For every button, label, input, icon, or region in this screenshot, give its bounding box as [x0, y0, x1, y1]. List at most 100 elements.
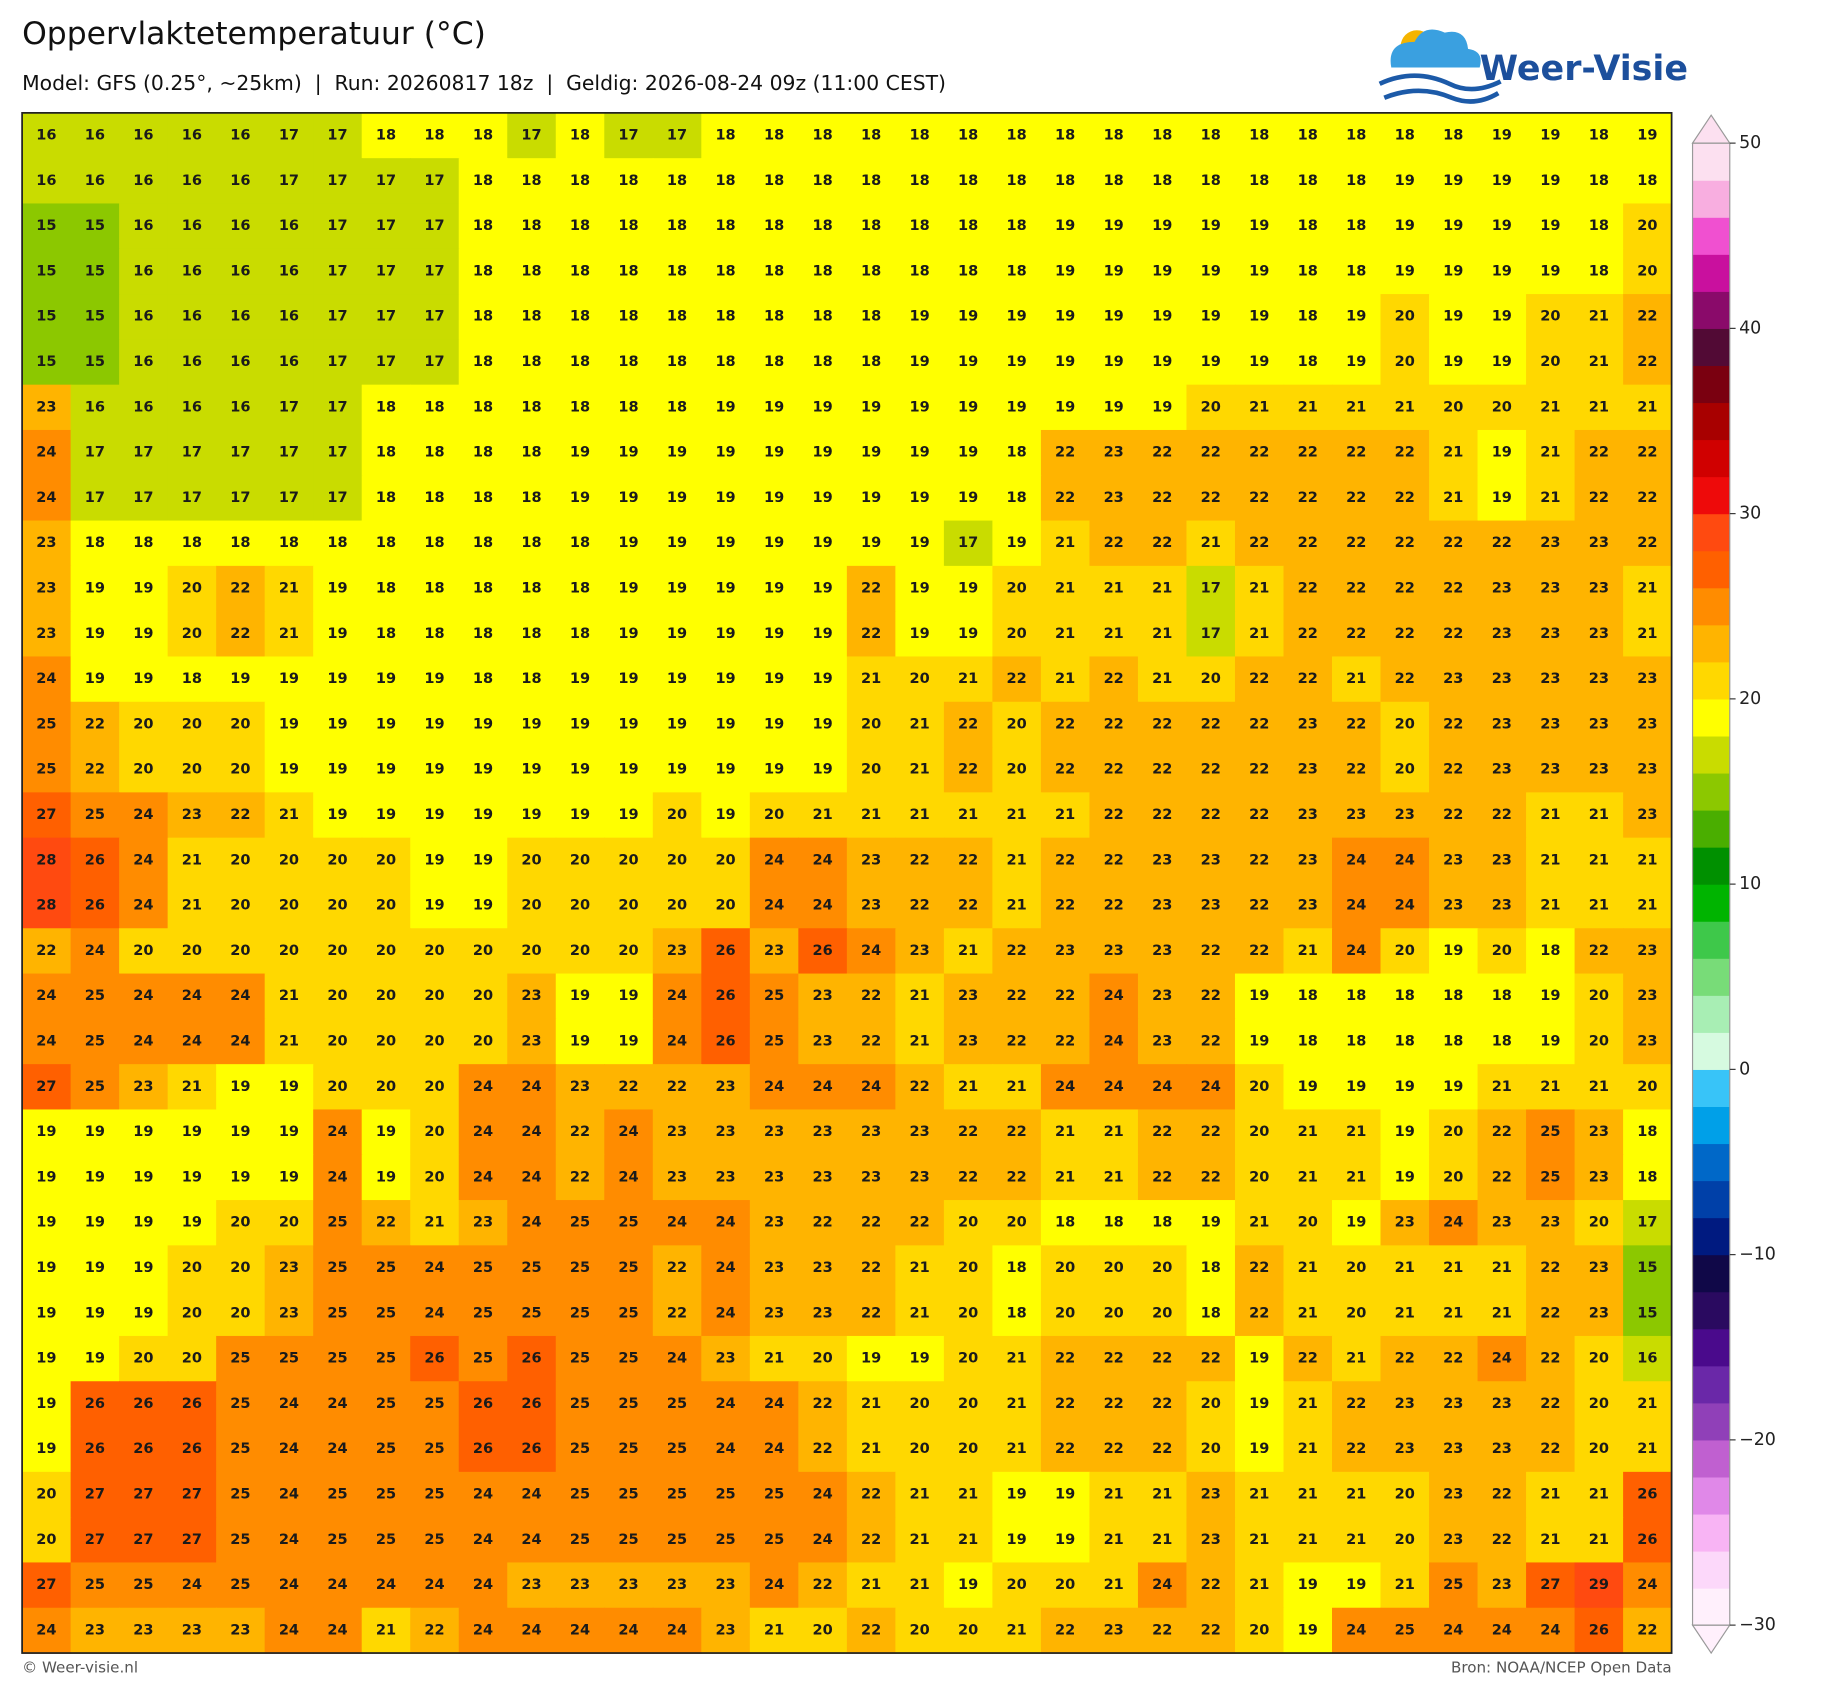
temp-cell — [458, 928, 508, 975]
temp-cell — [313, 248, 363, 295]
temp-cell — [1234, 1018, 1285, 1065]
temp-cell — [264, 656, 314, 703]
temp-label: 16 — [230, 218, 250, 234]
temp-cell — [22, 1245, 72, 1292]
temp-label: 19 — [1201, 218, 1221, 234]
temp-label: 18 — [1007, 1305, 1027, 1321]
temp-label: 18 — [1395, 988, 1415, 1004]
temp-label: 19 — [618, 490, 638, 506]
temp-label: 22 — [1055, 988, 1075, 1004]
temp-label: 19 — [1346, 354, 1366, 370]
temp-cell — [701, 1607, 751, 1654]
temp-label: 20 — [133, 943, 153, 959]
temp-label: 22 — [1443, 807, 1463, 823]
temp-label: 23 — [1443, 1396, 1463, 1412]
temp-label: 24 — [618, 1622, 638, 1638]
temp-label: 19 — [376, 671, 396, 687]
temp-cell — [943, 1381, 994, 1428]
temp-label: 19 — [1152, 218, 1172, 234]
temp-label: 21 — [1637, 1396, 1657, 1412]
temp-cell — [1574, 1562, 1624, 1609]
temp-cell — [1429, 112, 1479, 159]
temp-cell — [1040, 611, 1091, 658]
temp-cell — [1623, 1381, 1673, 1428]
temp-cell — [1089, 1607, 1139, 1654]
temp-label: 23 — [1201, 852, 1221, 868]
temp-cell — [1429, 1290, 1479, 1337]
temp-label: 20 — [715, 852, 735, 868]
temp-cell — [1477, 1154, 1527, 1201]
temp-label: 17 — [85, 445, 105, 461]
temp-label: 25 — [570, 1486, 590, 1502]
temp-label: 22 — [1201, 490, 1221, 506]
temp-label: 19 — [764, 535, 784, 551]
temp-cell — [1089, 384, 1139, 431]
temp-label: 18 — [1152, 128, 1172, 144]
temp-label: 16 — [133, 128, 153, 144]
temp-cell — [1283, 384, 1333, 431]
temp-cell — [555, 1562, 605, 1609]
temp-label: 19 — [1007, 535, 1027, 551]
temp-label: 24 — [521, 1486, 541, 1502]
temp-cell — [1526, 1154, 1576, 1201]
temp-label: 22 — [1395, 535, 1415, 551]
temp-cell — [895, 339, 945, 386]
temp-cell — [846, 611, 897, 658]
temp-label: 18 — [618, 218, 638, 234]
temp-cell — [313, 882, 363, 929]
temp-label: 23 — [36, 535, 56, 551]
temp-label: 19 — [1055, 1532, 1075, 1548]
temp-label: 19 — [1443, 309, 1463, 325]
temp-cell — [410, 792, 460, 839]
temp-label: 21 — [1540, 1486, 1560, 1502]
temp-cell — [798, 611, 848, 658]
temp-label: 23 — [1298, 762, 1318, 778]
temp-cell — [652, 384, 703, 431]
temp-label: 16 — [182, 354, 202, 370]
temp-cell — [119, 1064, 169, 1111]
temp-label: 20 — [1589, 1351, 1609, 1367]
temp-cell — [361, 565, 411, 612]
temp-label: 23 — [812, 988, 832, 1004]
temp-label: 22 — [1637, 490, 1657, 506]
temp-label: 21 — [376, 1622, 396, 1638]
temp-label: 20 — [473, 1034, 493, 1050]
temp-cell — [1089, 701, 1139, 748]
temp-label: 20 — [230, 1260, 250, 1276]
temp-label: 21 — [1055, 626, 1075, 642]
temp-cell — [1234, 928, 1285, 975]
temp-label: 18 — [1589, 263, 1609, 279]
temp-label: 25 — [618, 1351, 638, 1367]
temp-label: 22 — [1298, 445, 1318, 461]
temp-label: 17 — [230, 490, 250, 506]
temp-label: 25 — [521, 1260, 541, 1276]
temp-cell — [410, 701, 460, 748]
temp-label: 25 — [327, 1305, 347, 1321]
temp-label: 25 — [618, 1532, 638, 1548]
temp-cell — [458, 384, 508, 431]
temp-label: 20 — [1589, 1034, 1609, 1050]
temp-cell — [749, 973, 800, 1020]
temp-label: 23 — [36, 399, 56, 415]
temp-label: 22 — [1055, 490, 1075, 506]
temp-cell — [846, 1607, 897, 1654]
temp-label: 20 — [230, 1305, 250, 1321]
temp-label: 22 — [1104, 1396, 1124, 1412]
temp-label: 21 — [1589, 354, 1609, 370]
temp-label: 19 — [667, 581, 687, 597]
temp-label: 15 — [36, 263, 56, 279]
temp-cell — [1089, 1381, 1139, 1428]
temp-label: 23 — [1637, 988, 1657, 1004]
temp-label: 18 — [812, 218, 832, 234]
colorbar-band — [1692, 476, 1730, 515]
temp-label: 18 — [521, 263, 541, 279]
temp-cell — [264, 792, 314, 839]
temp-cell — [846, 1064, 897, 1111]
temp-label: 19 — [861, 445, 881, 461]
temp-label: 24 — [861, 943, 881, 959]
temp-cell — [119, 656, 169, 703]
temp-label: 26 — [85, 898, 105, 914]
temp-label: 23 — [570, 1079, 590, 1095]
temp-label: 19 — [958, 445, 978, 461]
temp-label: 20 — [1346, 1260, 1366, 1276]
